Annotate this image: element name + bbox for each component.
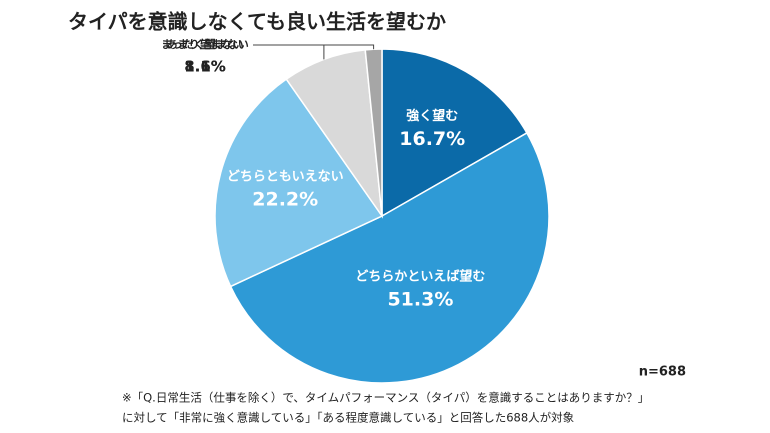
pie-slice (381, 48, 528, 218)
slice-label: まったく望まない (161, 37, 249, 51)
leader-line (253, 44, 375, 50)
slice-label: 強く望む (406, 108, 458, 124)
chart-title: タイパを意識しなくても良い生活を望むか (68, 10, 446, 34)
slice-value: 16.7% (399, 128, 465, 150)
sample-size: n=688 (639, 365, 686, 380)
slice-value: 1.6% (184, 58, 226, 76)
pie-slice (364, 48, 383, 217)
slice-label: どちらかといえば望む (355, 269, 485, 285)
slice-value: 8.1% (184, 58, 226, 76)
slice-label: どちらともいえない (227, 169, 344, 184)
pie-slice (229, 131, 550, 384)
leader-line (253, 44, 325, 60)
pie-slice (214, 78, 384, 288)
slice-value: 22.2% (252, 188, 318, 210)
slice-value: 51.3% (387, 289, 453, 311)
footnote: ※「Q.日常生活（仕事を除く）で、タイムパフォーマンス（タイパ）を意識することは… (122, 391, 649, 405)
footnote: に対して「非常に強く意識している」「ある程度意識している」と回答した688人が対… (122, 411, 574, 425)
slice-label: あまり望まない (167, 37, 244, 51)
